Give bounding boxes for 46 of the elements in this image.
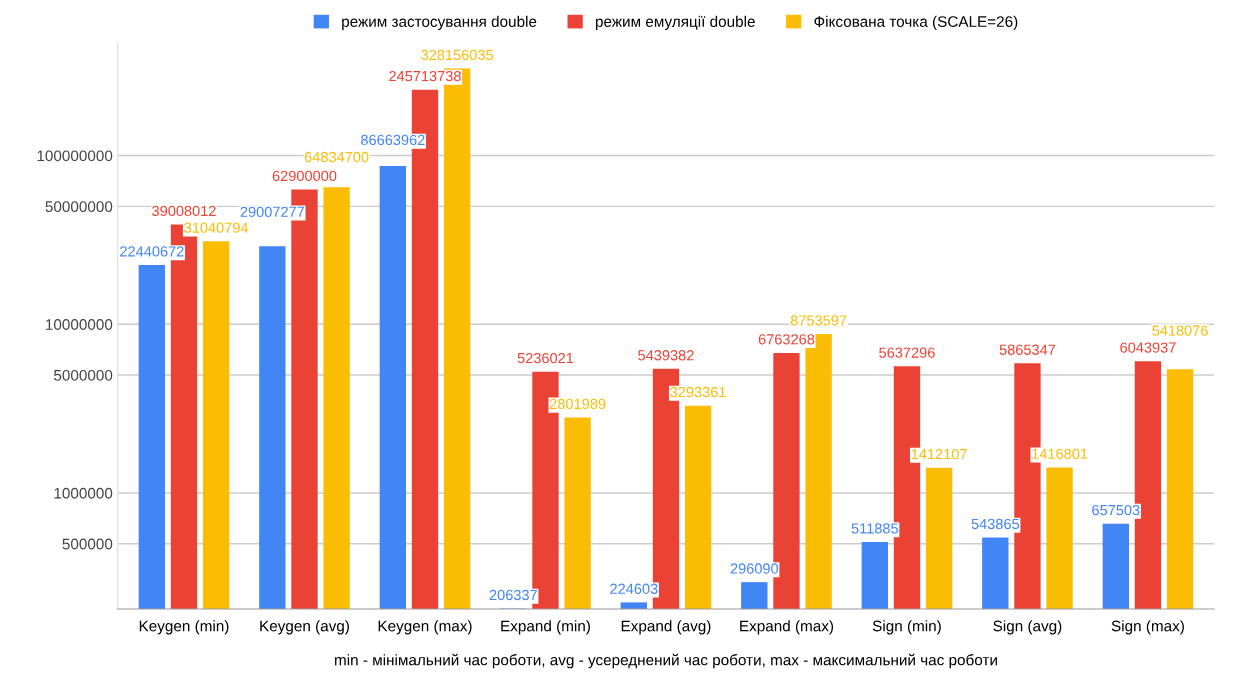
data-label: 5418076 — [1152, 325, 1208, 336]
x-axis-title: min - мінімальний час роботи, avg - усереднений час роботи, max - максимальний час роботи — [335, 653, 997, 669]
x-tick-label: Sign (min) — [872, 620, 941, 635]
data-label: 206337 — [489, 589, 537, 601]
data-label: 3293361 — [670, 386, 726, 398]
data-label: 5236021 — [517, 352, 574, 364]
x-tick-label: Expand (max) — [740, 620, 834, 635]
data-label: 245713738 — [389, 70, 461, 82]
data-label: 5439382 — [638, 350, 694, 361]
x-tick-label: Expand (avg) — [621, 620, 711, 635]
legend-label: Фіксована точка (SCALE=26) — [814, 15, 1018, 30]
data-label: 657503 — [1092, 504, 1140, 516]
data-label: 2801989 — [549, 398, 606, 410]
legend-label: режим застосування double — [342, 15, 537, 30]
data-label: 543865 — [971, 518, 1020, 530]
data-label: 1416801 — [1032, 448, 1088, 459]
data-label: 5637296 — [879, 347, 935, 358]
y-tick-label: 5000000 — [53, 369, 113, 381]
data-label: 86663962 — [361, 134, 425, 146]
y-tick-label: 50000000 — [45, 201, 113, 213]
x-tick-label: Keygen (avg) — [260, 620, 349, 635]
legend-label: режим емуляції double — [596, 15, 755, 30]
data-label: 6763268 — [758, 334, 815, 345]
data-label: 511885 — [851, 523, 899, 534]
x-tick-label: Keygen (max) — [378, 620, 472, 635]
data-label: 64834700 — [304, 151, 369, 163]
x-tick-label: Expand (min) — [501, 620, 590, 635]
data-label: 5865347 — [999, 344, 1056, 355]
data-label: 1412107 — [911, 448, 967, 460]
data-label: 31040794 — [184, 222, 249, 233]
data-label: 224603 — [610, 583, 658, 594]
y-tick-label: 1000000 — [54, 487, 113, 499]
x-tick-label: Sign (avg) — [993, 620, 1062, 635]
data-label: 8753597 — [790, 315, 847, 326]
y-tick-label: 10000000 — [46, 319, 113, 330]
data-label: 62900000 — [272, 170, 337, 182]
data-label: 6043937 — [1120, 342, 1176, 353]
data-label: 22440672 — [120, 246, 184, 257]
data-label: 39008012 — [152, 205, 216, 217]
data-label: 328156035 — [421, 49, 493, 61]
data-label: 29007277 — [240, 206, 305, 217]
x-tick-label: Keygen (min) — [139, 620, 229, 635]
y-tick-label: 500000 — [62, 538, 113, 550]
data-label: 296090 — [730, 563, 779, 574]
x-tick-label: Sign (max) — [1111, 620, 1184, 635]
y-tick-label: 100000000 — [37, 150, 113, 162]
